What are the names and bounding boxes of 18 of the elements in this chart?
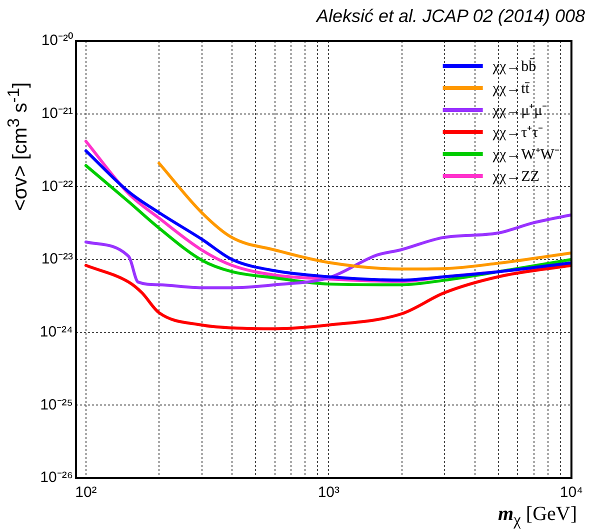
legend-label: χχ→μ⁺μ⁻ — [492, 102, 548, 119]
y-tick-label: 10⁻²⁴ — [40, 323, 73, 340]
legend-label: χχ→ZZ — [492, 168, 540, 185]
legend-label: χχ→W⁺W⁻ — [492, 146, 560, 163]
x-axis-title: m$_{χ}$ [GeV] — [498, 503, 577, 530]
legend-label: χχ→tt̄ — [492, 80, 530, 97]
y-tick-label: 10⁻²¹ — [41, 104, 73, 122]
text: Aleksić et al. JCAP 02 (2014) 008 — [316, 6, 585, 27]
x-tick-label: 10² — [75, 484, 97, 502]
y-tick-label: 10⁻²² — [41, 178, 73, 195]
legend-label: χχ→τ⁺τ⁻ — [492, 124, 544, 141]
y-tick-label: 10⁻²³ — [41, 250, 73, 268]
x-tick-label: 10³ — [318, 484, 340, 502]
y-tick-label: 10⁻²⁵ — [40, 396, 73, 414]
y-tick-label: 10⁻²⁶ — [40, 469, 73, 486]
x-tick-label: 10⁴ — [560, 484, 584, 502]
legend-label: χχ→bb̄ — [492, 58, 536, 75]
y-tick-label: 10⁻²⁰ — [41, 32, 73, 50]
